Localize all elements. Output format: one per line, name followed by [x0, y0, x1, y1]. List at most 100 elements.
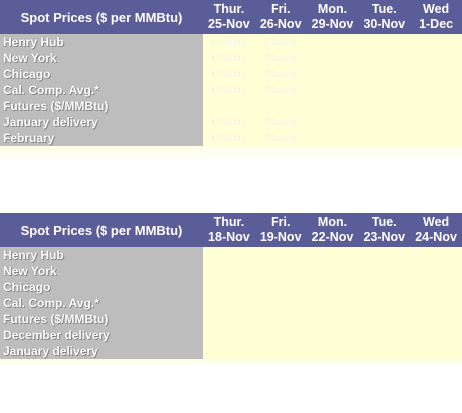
column-day: Fri. [270, 215, 291, 229]
column-day: Mon. [317, 215, 348, 229]
table-cell [358, 130, 411, 146]
row-label: Cal. Comp. Avg.* [0, 82, 203, 98]
column-day: Mon. [317, 2, 348, 16]
table-cell: Closed [254, 130, 307, 146]
table-cell: Holiday [203, 50, 255, 66]
table-row: Cal. Comp. Avg.* Holiday Closed [0, 82, 462, 98]
table-cell [358, 34, 411, 50]
row-label: February [0, 130, 203, 146]
table-cell [254, 327, 307, 343]
column-date: 19-Nov [259, 230, 302, 244]
table-row: New York Holiday Closed [0, 50, 462, 66]
column-header: Mon. 29-Nov [307, 0, 359, 34]
table-cell [410, 82, 462, 98]
table-cell: Holiday [203, 34, 255, 50]
table-cell [203, 327, 255, 343]
column-header: Wed 1-Dec [410, 0, 462, 34]
table-row: January delivery [0, 343, 462, 359]
table-cell [306, 295, 359, 311]
column-day: Wed [423, 2, 450, 16]
column-day: Fri. [270, 2, 291, 16]
table-cell [203, 98, 255, 114]
row-label: New York [0, 263, 203, 279]
table-cell [410, 50, 462, 66]
row-label: Cal. Comp. Avg.* [0, 295, 203, 311]
table-cell [358, 311, 411, 327]
table-cell [306, 343, 359, 359]
table-cell [410, 327, 462, 343]
column-date: 29-Nov [311, 17, 354, 31]
column-day: Wed [423, 215, 450, 229]
table-cell [410, 66, 462, 82]
table-cell [306, 247, 359, 263]
table-cell [306, 130, 359, 146]
table-cell [410, 311, 462, 327]
table-cell [358, 50, 411, 66]
column-date: 24-Nov [415, 230, 457, 244]
table-cell [358, 279, 411, 295]
table-cell [254, 279, 307, 295]
table-cell: Holiday [203, 130, 255, 146]
table-cell: Holiday [203, 114, 255, 130]
column-date: 26-Nov [259, 17, 302, 31]
table-cell [410, 114, 462, 130]
column-header: Tue. 23-Nov [358, 213, 410, 247]
table-cell [306, 114, 359, 130]
table-cell [410, 247, 462, 263]
column-header: Tue. 30-Nov [358, 0, 410, 34]
table-cell [358, 343, 411, 359]
row-label: New York [0, 50, 203, 66]
table-cell [410, 263, 462, 279]
row-label: Henry Hub [0, 34, 203, 50]
table-cell [306, 327, 359, 343]
table-cell [306, 98, 359, 114]
table-cell [254, 247, 307, 263]
row-label: December delivery [0, 327, 203, 343]
table-cell [306, 66, 359, 82]
row-label: Henry Hub [0, 247, 203, 263]
row-label: January delivery [0, 114, 203, 130]
table-cell: Closed [254, 50, 307, 66]
table-cell: Closed [254, 34, 307, 50]
table-row: Cal. Comp. Avg.* [0, 295, 462, 311]
table-cell [203, 247, 255, 263]
table-row: Futures ($/MMBtu) [0, 311, 462, 327]
table-cell [254, 98, 307, 114]
column-date: 1-Dec [419, 17, 454, 31]
column-date: 18-Nov [208, 230, 250, 244]
table-cell [203, 343, 255, 359]
table-row: January delivery Holiday Closed [0, 114, 462, 130]
table-cell [358, 263, 411, 279]
table-cell [410, 98, 462, 114]
table-cell [306, 263, 359, 279]
column-day: Thur. [213, 215, 245, 229]
table-cell [410, 34, 462, 50]
table-row: New York [0, 263, 462, 279]
table-cell [306, 311, 359, 327]
table-cell [254, 263, 307, 279]
column-date: 23-Nov [363, 230, 406, 244]
table-cell [254, 295, 307, 311]
column-header: Wed 24-Nov [410, 213, 462, 247]
row-label: Chicago [0, 66, 203, 82]
table-row: December delivery [0, 327, 462, 343]
table-row: Henry Hub [0, 247, 462, 263]
table-row: Chicago [0, 279, 462, 295]
table-cell [358, 327, 411, 343]
table-cell [358, 82, 411, 98]
table-cell: Closed [254, 66, 307, 82]
table-body: Henry Hub New York Chicago Cal. Comp. Avg.*… [0, 247, 462, 359]
table-cell [358, 295, 411, 311]
column-header: Fri. 26-Nov [255, 0, 307, 34]
row-label: Chicago [0, 279, 203, 295]
column-date: 25-Nov [208, 17, 250, 31]
row-label: January delivery [0, 343, 203, 359]
column-day: Tue. [371, 2, 397, 16]
table-header: Spot Prices ($ per MMBtu) Thur. 18-Nov Fr… [0, 213, 462, 247]
table-cell: Closed [254, 114, 307, 130]
table-cell [203, 295, 255, 311]
table-cell [306, 50, 359, 66]
table-cell: Closed [254, 82, 307, 98]
table-footer-fill [0, 146, 462, 162]
table-row: February Holiday Closed [0, 130, 462, 146]
